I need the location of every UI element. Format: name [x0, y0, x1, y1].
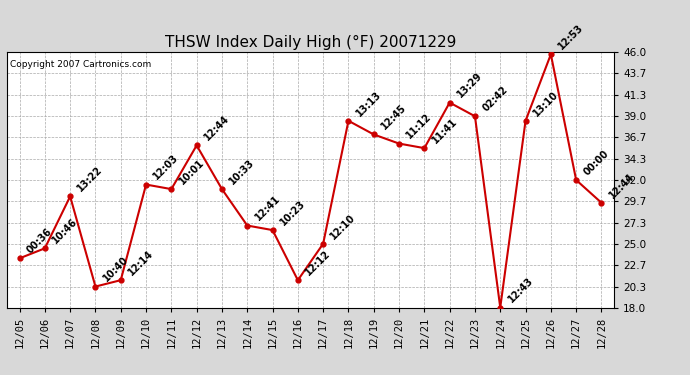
Text: 12:14: 12:14 — [126, 248, 155, 278]
Text: 12:45: 12:45 — [380, 103, 408, 132]
Text: 12:53: 12:53 — [556, 22, 585, 51]
Text: 13:29: 13:29 — [455, 71, 484, 100]
Text: Copyright 2007 Cartronics.com: Copyright 2007 Cartronics.com — [10, 60, 151, 69]
Text: 00:00: 00:00 — [582, 148, 611, 177]
Text: 12:12: 12:12 — [304, 248, 333, 278]
Text: 12:03: 12:03 — [152, 153, 181, 182]
Text: 13:13: 13:13 — [354, 89, 383, 118]
Text: 12:10: 12:10 — [328, 212, 357, 241]
Text: 12:43: 12:43 — [506, 276, 535, 305]
Text: 10:23: 10:23 — [278, 198, 307, 227]
Text: 10:33: 10:33 — [228, 158, 257, 186]
Text: 12:41: 12:41 — [253, 194, 282, 223]
Text: 10:01: 10:01 — [177, 158, 206, 186]
Text: 13:22: 13:22 — [76, 165, 105, 194]
Text: 11:41: 11:41 — [430, 116, 459, 146]
Title: THSW Index Daily High (°F) 20071229: THSW Index Daily High (°F) 20071229 — [165, 35, 456, 50]
Text: 00:36: 00:36 — [25, 226, 54, 255]
Text: 12:44: 12:44 — [607, 171, 636, 200]
Text: 12:44: 12:44 — [202, 114, 231, 142]
Text: 11:12: 11:12 — [404, 112, 433, 141]
Text: 13:10: 13:10 — [531, 89, 560, 118]
Text: 10:46: 10:46 — [50, 216, 79, 246]
Text: 10:40: 10:40 — [101, 255, 130, 284]
Text: 02:42: 02:42 — [480, 84, 509, 114]
